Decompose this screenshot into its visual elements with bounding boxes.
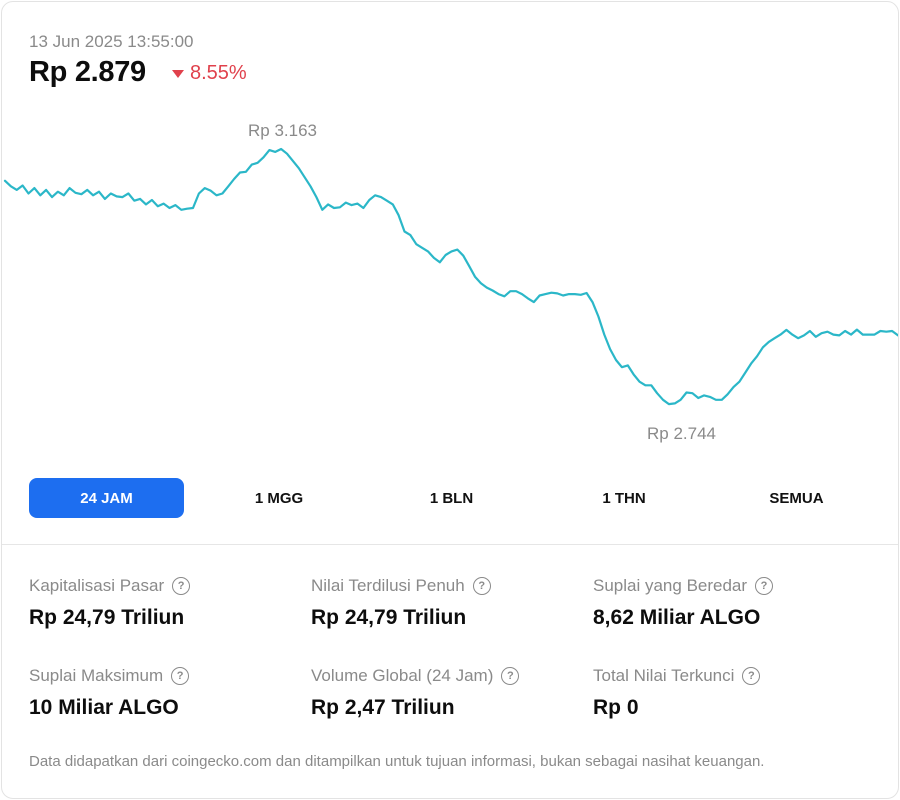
stat-label: Volume Global (24 Jam) xyxy=(311,666,494,685)
stat-total-value-locked: Total Nilai Terkunci? Rp 0 xyxy=(593,666,863,720)
stat-value: Rp 24,79 Triliun xyxy=(29,606,185,629)
stat-value: 8,62 Miliar ALGO xyxy=(593,606,761,629)
price-chart[interactable]: Rp 3.163 Rp 2.744 xyxy=(2,2,898,472)
down-triangle-icon xyxy=(172,69,184,78)
price-change: 8.55% xyxy=(172,62,247,85)
max-price-label: Rp 3.163 xyxy=(248,121,317,140)
question-circle-icon[interactable]: ? xyxy=(755,577,774,595)
tab-semua[interactable]: SEMUA xyxy=(769,489,824,507)
tab-1-bln[interactable]: 1 BLN xyxy=(429,489,474,507)
current-price: Rp 2.879 xyxy=(29,56,146,88)
stat-label: Nilai Terdilusi Penuh xyxy=(311,576,465,595)
price-line xyxy=(3,147,898,406)
tab-1-mgg[interactable]: 1 MGG xyxy=(254,489,304,507)
price-chart-svg: Rp 3.163 Rp 2.744 xyxy=(3,121,898,443)
stat-label: Suplai yang Beredar xyxy=(593,576,748,595)
stat-fully-diluted-value: Nilai Terdilusi Penuh? Rp 24,79 Triliun xyxy=(311,576,581,630)
stat-value: 10 Miliar ALGO xyxy=(29,696,179,719)
question-circle-icon[interactable]: ? xyxy=(472,577,491,595)
tab-24-jam[interactable]: 24 JAM xyxy=(29,478,184,518)
stat-value: Rp 2,47 Triliun xyxy=(311,696,455,719)
stat-label: Kapitalisasi Pasar xyxy=(29,576,165,595)
stat-max-supply: Suplai Maksimum? 10 Miliar ALGO xyxy=(29,666,299,720)
stat-circulating-supply: Suplai yang Beredar? 8,62 Miliar ALGO xyxy=(593,576,863,630)
price-timestamp: 13 Jun 2025 13:55:00 xyxy=(29,32,194,51)
stat-global-volume: Volume Global (24 Jam)? Rp 2,47 Triliun xyxy=(311,666,581,720)
time-range-tabs: 24 JAM 1 MGG 1 BLN 1 THN SEMUA xyxy=(29,478,874,518)
stat-label: Suplai Maksimum xyxy=(29,666,164,685)
question-circle-icon[interactable]: ? xyxy=(501,667,520,685)
tab-1-thn[interactable]: 1 THN xyxy=(602,489,646,507)
min-price-label: Rp 2.744 xyxy=(647,424,716,443)
stat-value: Rp 24,79 Triliun xyxy=(311,606,467,629)
question-circle-icon[interactable]: ? xyxy=(172,577,191,595)
data-source-disclaimer: Data didapatkan dari coingecko.com dan d… xyxy=(29,753,765,770)
stat-value: Rp 0 xyxy=(593,696,639,719)
question-circle-icon[interactable]: ? xyxy=(742,667,761,685)
section-divider xyxy=(2,544,898,545)
question-circle-icon[interactable]: ? xyxy=(171,667,190,685)
price-change-percent: 8.55% xyxy=(190,62,247,84)
stat-market-cap: Kapitalisasi Pasar? Rp 24,79 Triliun xyxy=(29,576,299,630)
stat-label: Total Nilai Terkunci xyxy=(593,666,735,685)
